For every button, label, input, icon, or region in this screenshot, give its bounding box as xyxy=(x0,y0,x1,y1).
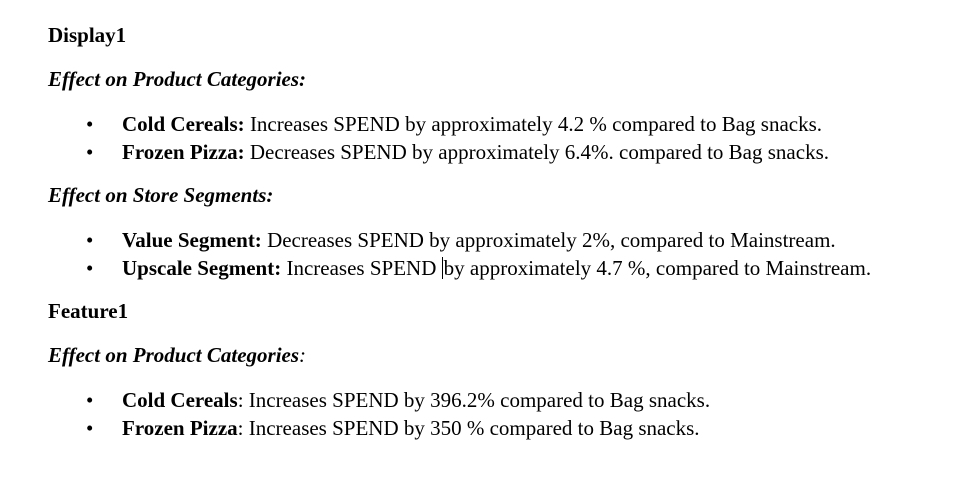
section-heading-display1: Display1 xyxy=(48,23,127,47)
subheading-tail: : xyxy=(299,343,307,367)
list-item-term: Value Segment: xyxy=(122,228,262,252)
list-item-text: Decreases SPEND by approximately 2%, com… xyxy=(261,228,836,252)
list-item-text: : Increases SPEND by 350 % compared to B… xyxy=(237,416,700,440)
subheading-text: Effect on Product Categories: xyxy=(48,67,307,91)
list-item-text: Increases SPEND by approximately 4.2 % c… xyxy=(244,112,823,136)
list-item: • Frozen Pizza: Decreases SPEND by approx… xyxy=(48,138,948,166)
list-item: • Upscale Segment: Increases SPEND by app… xyxy=(48,254,948,282)
subheading-product-categories: Effect on Product Categories: xyxy=(48,66,948,92)
list-item-text: : Increases SPEND by 396.2% compared to … xyxy=(237,388,711,412)
subheading-text: Effect on Product Categories xyxy=(48,343,300,367)
bullet-icon: • xyxy=(86,140,94,164)
list-item: • Cold Cereals: Increases SPEND by approx… xyxy=(48,110,948,138)
bullet-icon: • xyxy=(86,228,94,252)
list-item: • Frozen Pizza: Increases SPEND by 350 % … xyxy=(48,414,948,442)
list-item-text: by approximately 4.7 %, compared to Main… xyxy=(443,256,872,280)
list-item-term: Upscale Segment: xyxy=(122,256,282,280)
list-item-text: Decreases SPEND by approximately 6.4%. c… xyxy=(244,140,829,164)
list-item: • Cold Cereals: Increases SPEND by 396.2%… xyxy=(48,386,948,414)
document-body: Display1 Effect on Product Categories: •… xyxy=(48,22,948,458)
subheading-product-categories-feature: Effect on Product Categories: xyxy=(48,342,948,368)
bullet-list-store-segments: • Value Segment: Decreases SPEND by appro… xyxy=(48,226,948,282)
list-item-term: Frozen Pizza: xyxy=(122,140,245,164)
list-item-text: Increases SPEND xyxy=(281,256,442,280)
subheading-store-segments: Effect on Store Segments: xyxy=(48,182,948,208)
bullet-list-feature-categories: • Cold Cereals: Increases SPEND by 396.2%… xyxy=(48,386,948,442)
section-heading-feature1: Feature1 xyxy=(48,299,129,323)
bullet-icon: • xyxy=(86,112,94,136)
list-item: • Value Segment: Decreases SPEND by appro… xyxy=(48,226,948,254)
subheading-text: Effect on Store Segments: xyxy=(48,183,274,207)
list-item-term: Cold Cereals: xyxy=(122,112,245,136)
text-cursor xyxy=(441,257,443,279)
bullet-icon: • xyxy=(86,388,94,412)
bullet-icon: • xyxy=(86,416,94,440)
bullet-icon: • xyxy=(86,256,94,280)
list-item-term: Cold Cereals xyxy=(122,388,238,412)
list-item-term: Frozen Pizza xyxy=(122,416,238,440)
bullet-list-product-categories: • Cold Cereals: Increases SPEND by approx… xyxy=(48,110,948,166)
